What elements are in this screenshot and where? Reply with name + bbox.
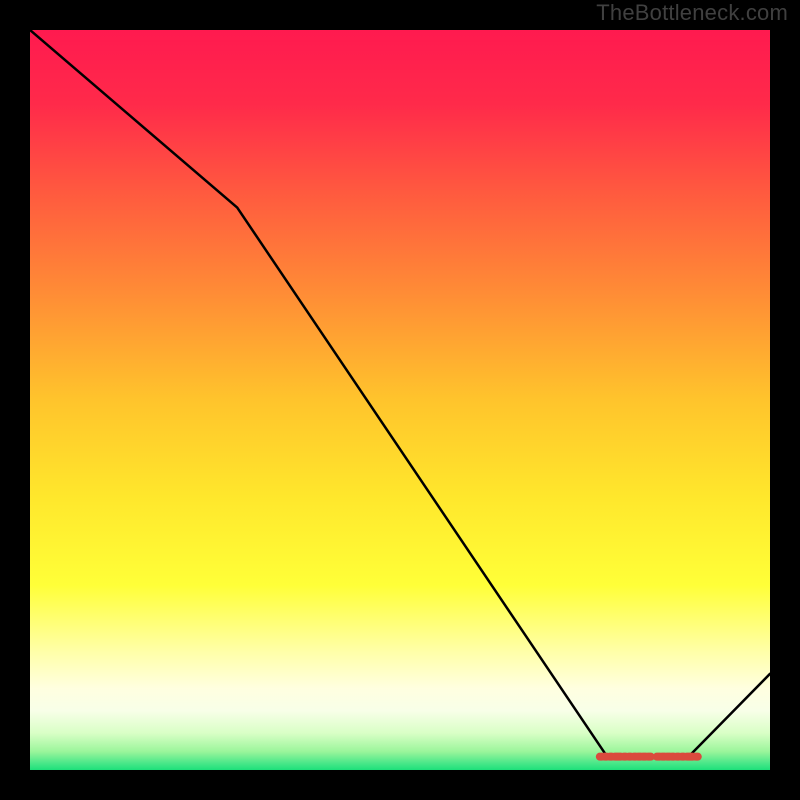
plot-area	[30, 30, 770, 770]
watermark-text: TheBottleneck.com	[596, 0, 788, 26]
chart-root: TheBottleneck.com	[0, 0, 800, 800]
plot-svg	[30, 30, 770, 770]
background-gradient	[30, 30, 770, 770]
